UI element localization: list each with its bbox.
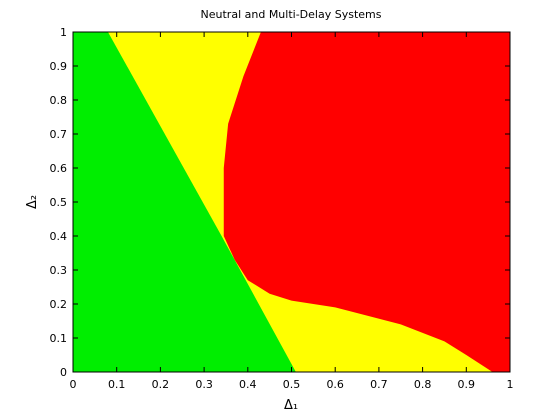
y-tick-label: 0	[60, 366, 67, 379]
x-tick-label: 0.3	[195, 378, 213, 391]
y-tick-label: 0.3	[50, 264, 68, 277]
x-tick-label: 0.9	[458, 378, 476, 391]
y-tick-label: 0.4	[50, 230, 68, 243]
y-tick-label: 0.8	[50, 94, 68, 107]
chart-title: Neutral and Multi-Delay Systems	[201, 8, 382, 21]
y-tick-label: 1	[60, 26, 67, 39]
y-tick-label: 0.6	[50, 162, 68, 175]
x-axis-label: Δ₁	[284, 398, 298, 413]
x-tick-label: 0	[70, 378, 77, 391]
x-tick-label: 0.1	[108, 378, 126, 391]
axes-box	[72, 31, 511, 373]
x-tick-label: 0.7	[370, 378, 388, 391]
y-tick-label: 0.7	[50, 128, 68, 141]
region	[223, 32, 510, 372]
y-tick-label: 0.9	[50, 60, 68, 73]
y-tick-label: 0.5	[50, 196, 68, 209]
x-tick-label: 0.8	[414, 378, 432, 391]
y-tick-label: 0.2	[50, 298, 68, 311]
x-tick-label: 0.2	[152, 378, 170, 391]
y-axis-label: Δ₂	[25, 195, 40, 209]
y-tick-label: 0.1	[50, 332, 68, 345]
x-tick-label: 1	[507, 378, 514, 391]
x-tick-label: 0.4	[239, 378, 257, 391]
x-tick-label: 0.5	[283, 378, 301, 391]
region	[73, 32, 296, 372]
x-tick-label: 0.6	[326, 378, 344, 391]
